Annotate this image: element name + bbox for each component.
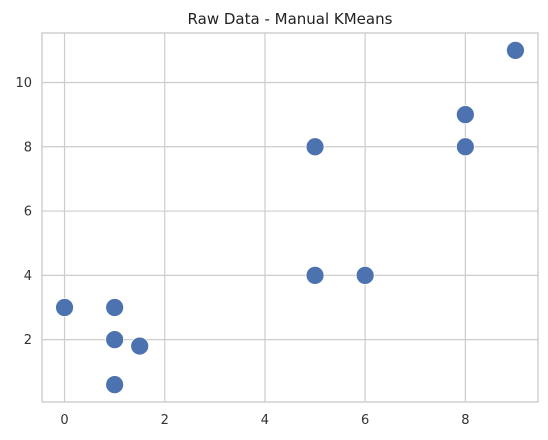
y-tick-label: 2 — [24, 333, 32, 348]
x-tick-label: 0 — [60, 413, 68, 428]
x-tick-label: 2 — [161, 413, 169, 428]
y-tick-label: 4 — [24, 269, 32, 284]
data-point — [506, 40, 525, 60]
y-axis-ticks: 2 4 6 8 10 — [15, 76, 32, 348]
data-point — [105, 330, 125, 350]
chart-title: Raw Data - Manual KMeans — [188, 10, 393, 28]
data-point — [105, 298, 125, 317]
y-tick-label: 10 — [15, 76, 32, 91]
data-point — [305, 265, 325, 285]
data-point — [355, 265, 375, 285]
plot-frame — [41, 32, 539, 403]
data-point — [455, 137, 475, 157]
y-tick-label: 8 — [24, 140, 32, 155]
x-tick-label: 8 — [461, 413, 469, 428]
data-points — [55, 40, 525, 395]
grid-lines — [42, 33, 538, 402]
x-tick-label: 6 — [361, 413, 369, 428]
data-point — [305, 137, 325, 157]
y-tick-label: 6 — [24, 205, 32, 220]
data-point — [130, 336, 150, 356]
data-point — [55, 298, 74, 317]
x-axis-ticks: 0 2 4 6 8 — [60, 413, 469, 428]
data-point — [455, 105, 475, 125]
data-point — [105, 375, 125, 395]
x-tick-label: 4 — [261, 413, 269, 428]
